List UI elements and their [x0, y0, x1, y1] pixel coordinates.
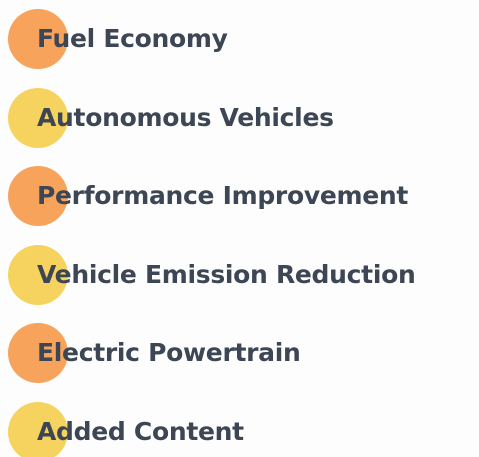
- topic-dot: [8, 87, 68, 148]
- topic-label: Autonomous Vehicles: [37, 102, 334, 132]
- topic-dot: [8, 323, 68, 383]
- topic-item: Added Content: [0, 401, 479, 457]
- topic-dot: [8, 401, 68, 457]
- topic-item: Autonomous Vehicles: [0, 87, 479, 148]
- topic-item: Fuel Economy: [0, 9, 479, 69]
- topic-dot: [8, 244, 68, 305]
- topic-label: Performance Improvement: [37, 181, 409, 210]
- topic-item: Electric Powertrain: [0, 323, 479, 383]
- topic-dot: [8, 9, 68, 69]
- topic-dot: [8, 166, 68, 226]
- topic-label: Vehicle Emission Reduction: [37, 259, 416, 289]
- topic-item: Vehicle Emission Reduction: [0, 244, 479, 305]
- topic-label: Added Content: [37, 416, 244, 446]
- topic-item: Performance Improvement: [0, 166, 479, 226]
- topic-label: Electric Powertrain: [37, 338, 301, 367]
- topic-label: Fuel Economy: [37, 24, 228, 53]
